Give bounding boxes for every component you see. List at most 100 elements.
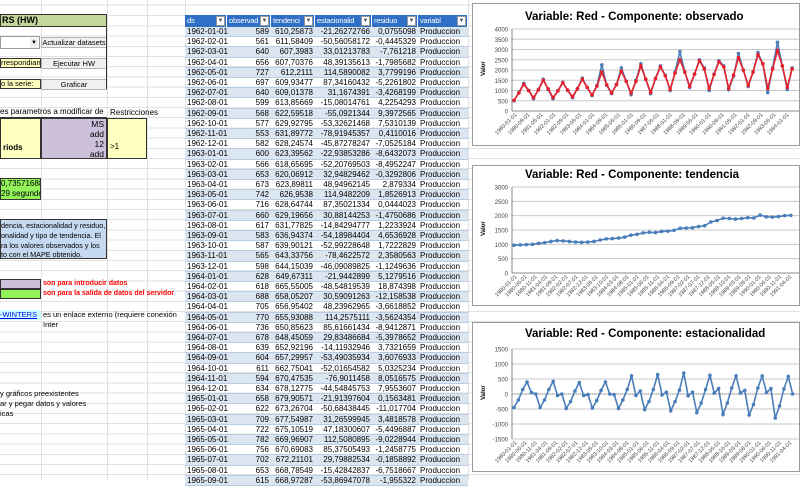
column-header-ds[interactable]: ds ▼ [185,15,227,27]
table-cell-observad[interactable]: 653 [255,169,269,179]
table-cell-estacionalid[interactable]: -22,93853286 [320,149,370,159]
table-cell-observad[interactable]: 702 [255,455,269,465]
table-cell-tendenci[interactable]: 655,93088 [275,312,313,322]
table-cell-residuo[interactable]: -11,017704 [376,404,416,414]
table-cell-tendenci[interactable]: 622,59518 [275,108,313,118]
table-cell-tendenci[interactable]: 612,2111 [280,67,313,77]
table-cell-observad[interactable]: 561 [255,37,269,47]
table-cell-observad[interactable]: 656 [255,57,269,67]
table-cell-estacionalid[interactable]: 85,37505493 [323,445,370,455]
table-cell-observad[interactable]: 716 [255,200,269,210]
table-cell-ds[interactable]: 1962-08-01 [187,98,228,108]
table-cell-ds[interactable]: 1964-11-01 [187,373,228,383]
corresponding-cell[interactable]: rrespondiant [0,58,41,68]
table-cell-variabl[interactable]: Produccion [420,465,461,475]
table-cell-ds[interactable]: 1965-03-01 [187,414,228,424]
table-cell-residuo[interactable]: 1,7222829 [378,241,416,251]
table-cell-estacionalid[interactable]: -52,01654582 [320,363,370,373]
table-cell-ds[interactable]: 1963-08-01 [187,220,228,230]
table-cell-variabl[interactable]: Produccion [420,149,461,159]
table-cell-variabl[interactable]: Produccion [420,343,461,353]
table-cell-tendenci[interactable]: 628,24574 [275,139,313,149]
table-cell-ds[interactable]: 1963-03-01 [187,169,228,179]
table-cell-variabl[interactable]: Produccion [420,414,461,424]
table-cell-estacionalid[interactable]: 48,23962965 [323,302,370,312]
table-cell-tendenci[interactable]: 610,25873 [275,27,313,36]
table-cell-tendenci[interactable]: 644,15039 [275,261,313,271]
table-cell-estacionalid[interactable]: -76,9011458 [325,373,370,383]
chart-estacionalidad[interactable]: Variable: Red - Componente: estacionalid… [472,322,800,472]
table-cell-estacionalid[interactable]: -50,68438445 [320,404,370,414]
table-cell-estacionalid[interactable]: -55,0921344 [325,108,370,118]
param-value[interactable]: add [89,129,104,139]
table-cell-ds[interactable]: 1963-12-01 [187,261,228,271]
table-cell-estacionalid[interactable]: 85,61661434 [323,322,370,332]
table-cell-observad[interactable]: 688 [255,292,269,302]
table-cell-estacionalid[interactable]: 114,9482209 [323,190,370,200]
table-cell-variabl[interactable]: Produccion [420,98,461,108]
table-cell-tendenci[interactable]: 609,01378 [275,88,313,98]
table-cell-variabl[interactable]: Produccion [420,169,461,179]
table-cell-tendenci[interactable]: 629,92795 [275,118,313,128]
table-cell-tendenci[interactable]: 607,70376 [275,57,313,67]
table-cell-tendenci[interactable]: 650,85623 [275,322,313,332]
table-cell-observad[interactable]: 727 [255,67,269,77]
table-cell-estacionalid[interactable]: 30,88144253 [323,210,370,220]
dataset-dropdown[interactable]: ▼ [0,36,40,49]
table-cell-ds[interactable]: 1963-10-01 [187,241,228,251]
table-cell-estacionalid[interactable]: -53,49035934 [320,353,370,363]
table-cell-variabl[interactable]: Produccion [420,241,461,251]
table-cell-ds[interactable]: 1965-06-01 [187,445,228,455]
table-cell-observad[interactable]: 599 [255,98,269,108]
table-cell-residuo[interactable]: -8,4952247 [375,159,416,169]
table-cell-observad[interactable]: 566 [255,159,269,169]
table-cell-ds[interactable]: 1963-04-01 [187,180,228,189]
param-value[interactable]: add [89,149,104,159]
table-cell-estacionalid[interactable]: 47,18300607 [323,424,370,434]
table-cell-variabl[interactable]: Produccion [420,231,461,240]
table-cell-residuo[interactable]: -0,4445329 [375,37,416,47]
table-cell-ds[interactable]: 1965-08-01 [187,465,228,475]
filter-dropdown-icon[interactable]: ▼ [361,16,370,26]
table-cell-observad[interactable]: 589 [255,27,269,36]
table-cell-ds[interactable]: 1965-07-01 [187,455,228,465]
filter-dropdown-icon[interactable]: ▼ [407,16,416,26]
table-cell-ds[interactable]: 1963-11-01 [187,251,228,261]
table-cell-tendenci[interactable]: 672,21101 [275,455,313,465]
table-cell-estacionalid[interactable]: -53,86947078 [320,475,370,485]
table-cell-observad[interactable]: 639 [255,343,269,353]
table-cell-ds[interactable]: 1962-12-01 [187,139,228,149]
table-cell-residuo[interactable]: 0,0755098 [378,27,416,36]
filter-dropdown-icon[interactable]: ▼ [457,16,466,26]
table-cell-variabl[interactable]: Produccion [420,129,461,138]
table-cell-tendenci[interactable]: 629,19656 [275,210,313,220]
table-cell-residuo[interactable]: -7,761218 [379,47,416,57]
table-cell-tendenci[interactable]: 665,55005 [275,282,313,291]
table-cell-residuo[interactable]: -5,4496887 [375,424,416,434]
table-cell-tendenci[interactable]: 657,29957 [275,353,313,363]
table-cell-tendenci[interactable]: 649,67311 [275,271,313,281]
table-cell-tendenci[interactable]: 679,90571 [275,394,313,404]
table-cell-tendenci[interactable]: 656,95402 [275,302,313,312]
table-cell-ds[interactable]: 1963-07-01 [187,210,228,220]
table-cell-variabl[interactable]: Produccion [420,424,461,434]
table-cell-variabl[interactable]: Produccion [420,210,461,220]
table-cell-variabl[interactable]: Produccion [420,384,461,393]
table-cell-variabl[interactable]: Produccion [420,475,461,485]
table-cell-residuo[interactable]: -1,1249636 [375,261,416,271]
table-cell-residuo[interactable]: 4,6536928 [378,231,416,240]
table-cell-ds[interactable]: 1965-09-01 [187,475,228,485]
table-cell-observad[interactable]: 553 [255,129,269,138]
table-cell-ds[interactable]: 1962-03-01 [187,47,228,57]
table-cell-estacionalid[interactable]: 114,2575111 [325,312,370,322]
table-cell-variabl[interactable]: Produccion [420,445,461,455]
table-cell-variabl[interactable]: Produccion [420,435,461,444]
table-cell-variabl[interactable]: Produccion [420,67,461,77]
table-cell-observad[interactable]: 628 [255,271,269,281]
table-cell-residuo[interactable]: 3,7321659 [378,343,416,353]
table-cell-ds[interactable]: 1962-11-01 [187,129,228,138]
table-cell-estacionalid[interactable]: 30,59091263 [323,292,370,302]
table-cell-variabl[interactable]: Produccion [420,118,461,128]
table-cell-estacionalid[interactable]: -21,9442899 [325,271,370,281]
table-cell-estacionalid[interactable]: -45,87278247 [320,139,370,149]
